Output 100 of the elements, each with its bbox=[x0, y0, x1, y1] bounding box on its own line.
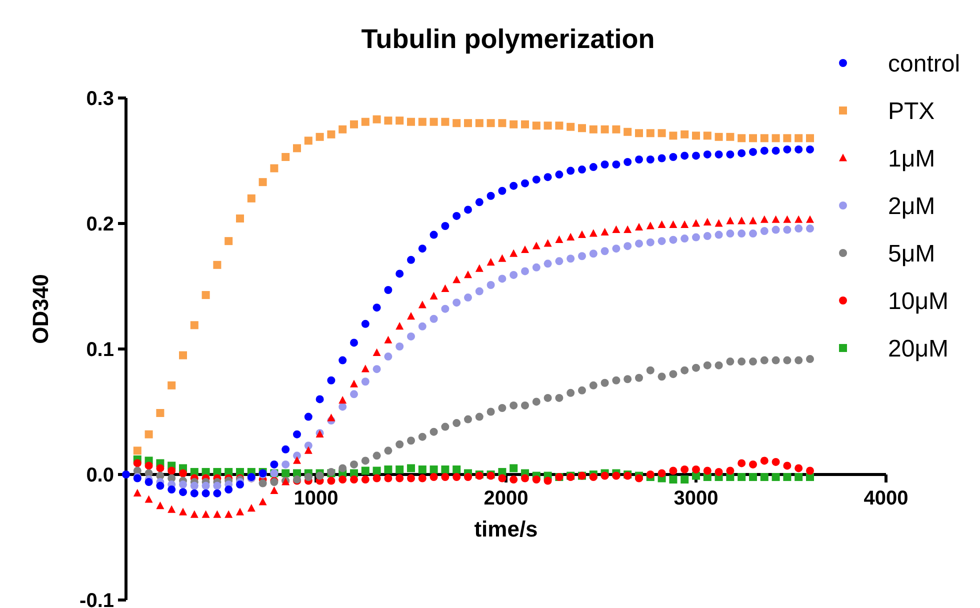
point bbox=[703, 218, 712, 226]
point bbox=[692, 219, 700, 227]
point bbox=[794, 215, 803, 223]
point bbox=[738, 216, 746, 224]
point bbox=[658, 469, 666, 478]
point bbox=[452, 419, 461, 428]
point bbox=[703, 361, 712, 370]
point bbox=[806, 355, 814, 364]
point bbox=[760, 473, 768, 482]
point bbox=[600, 378, 609, 387]
point bbox=[144, 495, 153, 503]
point bbox=[578, 252, 586, 260]
point bbox=[726, 230, 734, 238]
point bbox=[282, 152, 290, 161]
point bbox=[179, 480, 187, 489]
point bbox=[680, 220, 689, 228]
point bbox=[338, 402, 347, 411]
point bbox=[224, 237, 233, 246]
point bbox=[282, 469, 290, 478]
point bbox=[646, 470, 654, 478]
point bbox=[258, 479, 267, 488]
point bbox=[555, 257, 564, 266]
point bbox=[418, 474, 426, 482]
point bbox=[190, 510, 198, 518]
point bbox=[669, 236, 678, 244]
point bbox=[510, 401, 518, 410]
point bbox=[589, 381, 598, 390]
point bbox=[566, 254, 575, 263]
point bbox=[316, 472, 324, 480]
point bbox=[589, 229, 598, 237]
point bbox=[327, 130, 336, 138]
point bbox=[806, 224, 814, 233]
point bbox=[806, 215, 814, 223]
point bbox=[407, 464, 415, 472]
point bbox=[635, 222, 643, 230]
point bbox=[760, 356, 768, 364]
point bbox=[566, 122, 575, 131]
point bbox=[521, 267, 529, 276]
point bbox=[589, 125, 598, 134]
point bbox=[452, 465, 461, 474]
point bbox=[749, 134, 757, 142]
point bbox=[293, 469, 301, 478]
point bbox=[772, 134, 780, 142]
point bbox=[692, 465, 700, 474]
point bbox=[612, 376, 620, 384]
point bbox=[475, 119, 484, 128]
point bbox=[430, 292, 438, 300]
point bbox=[338, 396, 347, 404]
point bbox=[327, 476, 336, 485]
point bbox=[783, 226, 792, 234]
point bbox=[293, 456, 301, 464]
point bbox=[396, 116, 404, 125]
point bbox=[544, 260, 552, 268]
point bbox=[738, 134, 746, 142]
point bbox=[213, 482, 222, 490]
point bbox=[304, 446, 312, 454]
point bbox=[498, 274, 506, 283]
point bbox=[714, 132, 723, 141]
point bbox=[350, 476, 358, 484]
point bbox=[749, 460, 757, 468]
point bbox=[612, 472, 620, 480]
x-tick-label: 3000 bbox=[674, 488, 718, 510]
point bbox=[692, 132, 700, 140]
point bbox=[612, 125, 620, 134]
point bbox=[407, 312, 415, 320]
point bbox=[441, 284, 450, 292]
point bbox=[578, 124, 586, 132]
point bbox=[338, 125, 347, 134]
point bbox=[452, 473, 461, 482]
x-axis-title: time/s bbox=[474, 516, 538, 542]
point bbox=[498, 404, 506, 412]
point bbox=[179, 508, 187, 516]
point bbox=[430, 473, 438, 482]
point bbox=[772, 458, 780, 466]
point bbox=[624, 375, 632, 384]
point bbox=[749, 216, 757, 224]
point bbox=[749, 230, 757, 238]
point bbox=[372, 115, 381, 124]
point bbox=[646, 366, 654, 374]
point bbox=[168, 505, 176, 513]
point bbox=[156, 409, 164, 418]
point bbox=[760, 227, 768, 236]
point bbox=[714, 219, 723, 227]
point bbox=[144, 430, 153, 438]
point bbox=[361, 364, 370, 372]
point bbox=[600, 472, 609, 480]
point bbox=[418, 465, 426, 474]
point bbox=[213, 260, 222, 269]
point bbox=[749, 358, 757, 366]
point bbox=[464, 473, 472, 482]
point bbox=[441, 118, 450, 126]
point bbox=[521, 474, 529, 482]
point bbox=[361, 456, 370, 465]
point bbox=[532, 122, 540, 130]
point bbox=[384, 352, 392, 361]
point bbox=[396, 440, 404, 448]
point bbox=[635, 474, 643, 482]
point bbox=[384, 336, 392, 344]
point bbox=[510, 476, 518, 484]
point bbox=[464, 415, 472, 424]
